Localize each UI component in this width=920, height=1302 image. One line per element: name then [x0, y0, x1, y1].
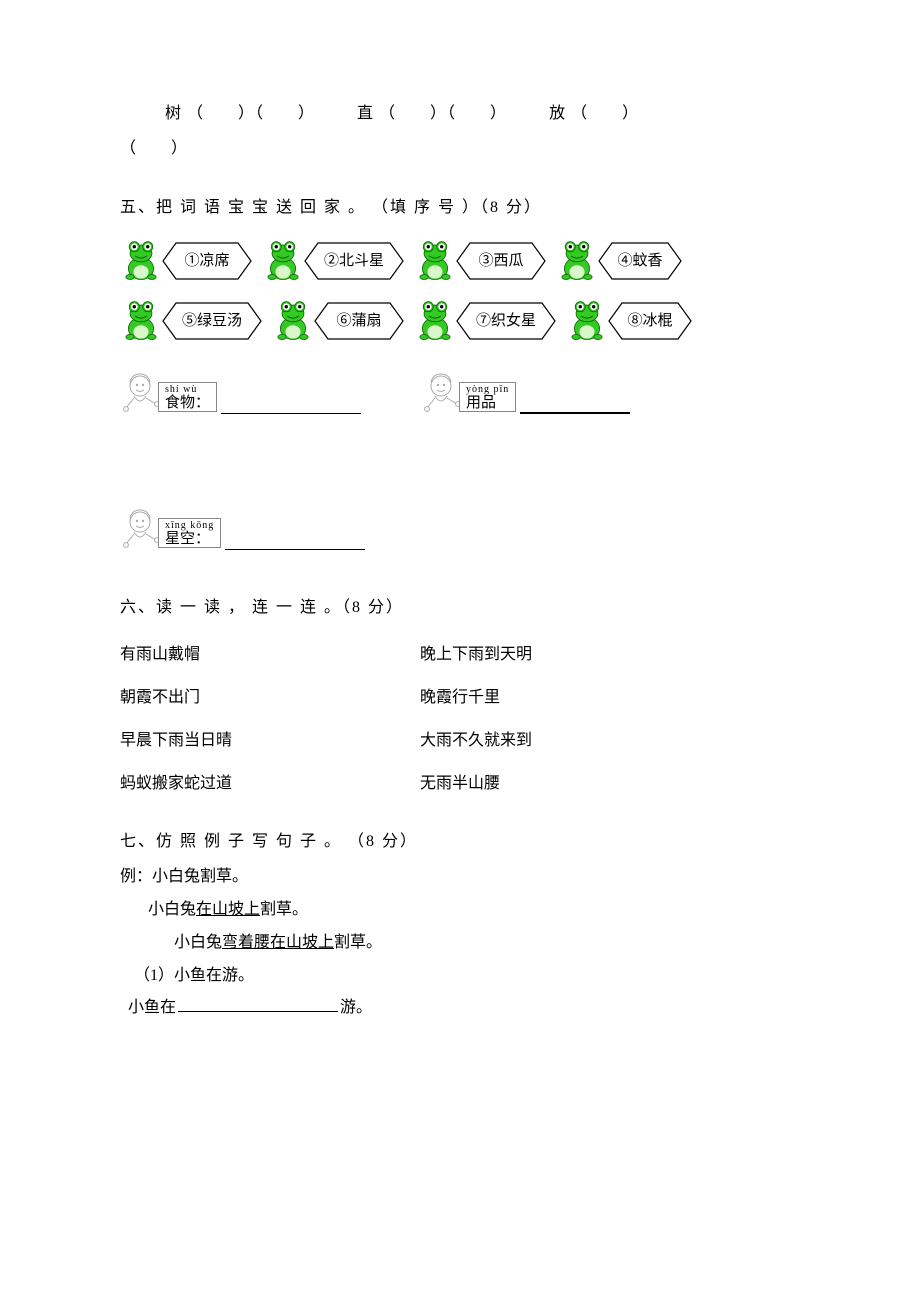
- category-answer-blank[interactable]: [520, 396, 630, 414]
- q6-match-row: 蚂蚁搬家蛇过道 无雨半山腰: [120, 770, 800, 799]
- q7-item-1: （1）小鱼在游。: [120, 962, 800, 991]
- cat-xingkong: xīng kōng 星空：: [120, 506, 365, 564]
- q6-right[interactable]: 大雨不久就来到: [420, 727, 532, 756]
- q5-frog-items: ①凉席 ②北斗星: [120, 240, 800, 342]
- q6-right[interactable]: 晚上下雨到天明: [420, 641, 532, 670]
- q6-match-row: 朝霞不出门 晚霞行千里: [120, 684, 800, 713]
- q7-ex1-text: 小白兔割草。: [152, 868, 248, 885]
- q4-paren[interactable]: （ ）: [571, 105, 639, 122]
- q7-ex2-post: 割草。: [260, 901, 308, 918]
- category-label: 星空：: [165, 531, 210, 547]
- q6-left[interactable]: 朝霞不出门: [120, 684, 420, 713]
- category-pinyin: xīng kōng: [165, 521, 214, 531]
- category-box: yòng pǐn 用品: [459, 382, 516, 413]
- frog-icon: [272, 300, 314, 342]
- q6-right[interactable]: 晚霞行千里: [420, 684, 500, 713]
- child-with-sign: yòng pǐn 用品: [421, 370, 516, 428]
- frog-word-item: ④蚊香: [556, 240, 682, 282]
- q4-char-3: 放: [549, 105, 566, 122]
- frog-icon: [262, 240, 304, 282]
- frog-icon: [414, 300, 456, 342]
- q7-item1-fill-post: 游。: [340, 999, 372, 1016]
- q6-left[interactable]: 蚂蚁搬家蛇过道: [120, 770, 420, 799]
- example-label: 例：: [120, 868, 152, 885]
- q7-ex3-pre: 小白兔: [174, 934, 222, 951]
- frog-word-item: ③西瓜: [414, 240, 546, 282]
- hex-text: ③西瓜: [474, 248, 527, 275]
- frog-row: ⑤绿豆汤 ⑥蒲扇: [120, 300, 800, 342]
- hex-label: ③西瓜: [456, 242, 546, 280]
- child-with-sign: xīng kōng 星空：: [120, 506, 221, 564]
- q5-title: 五、把 词 语 宝 宝 送 回 家 。 （填 序 号 ）（8 分）: [120, 194, 800, 223]
- category-box: shí wù 食物：: [158, 382, 217, 413]
- frog-word-item: ⑧冰棍: [566, 300, 692, 342]
- q4-paren[interactable]: （ ）（ ）: [379, 105, 507, 122]
- q7-example-3: 小白兔弯着腰在山坡上割草。: [120, 929, 800, 958]
- q4-fill-line-2: （ ）: [120, 135, 800, 164]
- q4-char-2: 直: [357, 105, 374, 122]
- hex-text: ④蚊香: [613, 248, 666, 275]
- frog-icon: [120, 240, 162, 282]
- cat-yongpin: yòng pǐn 用品: [421, 370, 630, 428]
- q7-item1-text: 小鱼在游。: [174, 967, 254, 984]
- q7-item1-blank[interactable]: [178, 996, 338, 1012]
- hex-label: ①凉席: [162, 242, 252, 280]
- q5-category-row-1: shí wù 食物： yòng pǐn 用品: [120, 370, 800, 428]
- q7-example-2: 小白兔在山坡上割草。: [120, 896, 800, 925]
- q7-item-1-fill: 小鱼在 游。: [120, 994, 800, 1023]
- category-answer-blank[interactable]: [225, 532, 365, 550]
- q7-ex3-post: 割草。: [334, 934, 382, 951]
- frog-row: ①凉席 ②北斗星: [120, 240, 800, 282]
- category-label: 用品: [466, 395, 496, 411]
- q6-match-row: 早晨下雨当日晴 大雨不久就来到: [120, 727, 800, 756]
- q7-title: 七、仿 照 例 子 写 句 子 。 （8 分）: [120, 828, 800, 857]
- q5-category-row-2: xīng kōng 星空：: [120, 506, 800, 564]
- hex-label: ⑧冰棍: [608, 302, 692, 340]
- hex-text: ⑥蒲扇: [332, 308, 385, 335]
- q7-ex2-pre: 小白兔: [148, 901, 196, 918]
- category-label: 食物：: [165, 395, 210, 411]
- q6-left[interactable]: 早晨下雨当日晴: [120, 727, 420, 756]
- q7-ex2-u: 在山坡上: [196, 901, 260, 918]
- q6-rows: 有雨山戴帽 晚上下雨到天明朝霞不出门 晚霞行千里早晨下雨当日晴 大雨不久就来到蚂…: [120, 641, 800, 798]
- hex-label: ⑦织女星: [456, 302, 556, 340]
- q7-item1-fill-pre: 小鱼在: [128, 999, 176, 1016]
- category-answer-blank[interactable]: [221, 396, 361, 414]
- q4-char-1: 树: [165, 105, 182, 122]
- q7-example-1: 例：小白兔割草。: [120, 863, 800, 892]
- q4-fill-line: 树 （ ）（ ） 直 （ ）（ ） 放 （ ）: [120, 100, 800, 129]
- frog-word-item: ①凉席: [120, 240, 252, 282]
- hex-text: ⑤绿豆汤: [178, 308, 246, 335]
- frog-word-item: ⑥蒲扇: [272, 300, 404, 342]
- hex-label: ⑤绿豆汤: [162, 302, 262, 340]
- q4-paren[interactable]: （ ）（ ）: [187, 105, 315, 122]
- frog-icon: [414, 240, 456, 282]
- q6-right[interactable]: 无雨半山腰: [420, 770, 500, 799]
- category-pinyin: yòng pǐn: [466, 385, 509, 395]
- hex-text: ⑦织女星: [472, 308, 540, 335]
- q6-match-row: 有雨山戴帽 晚上下雨到天明: [120, 641, 800, 670]
- frog-word-item: ⑦织女星: [414, 300, 556, 342]
- q7-item1-num: （1）: [134, 967, 174, 984]
- category-box: xīng kōng 星空：: [158, 518, 221, 549]
- frog-icon: [566, 300, 608, 342]
- child-with-sign: shí wù 食物：: [120, 370, 217, 428]
- q6-title: 六、读 一 读 ， 连 一 连 。（8 分）: [120, 594, 800, 623]
- frog-icon: [556, 240, 598, 282]
- frog-word-item: ②北斗星: [262, 240, 404, 282]
- frog-icon: [120, 300, 162, 342]
- hex-text: ①凉席: [180, 248, 233, 275]
- q7-ex3-u: 弯着腰在山坡上: [222, 934, 334, 951]
- hex-text: ⑧冰棍: [623, 308, 676, 335]
- hex-label: ④蚊香: [598, 242, 682, 280]
- hex-label: ⑥蒲扇: [314, 302, 404, 340]
- cat-food: shí wù 食物：: [120, 370, 361, 428]
- hex-label: ②北斗星: [304, 242, 404, 280]
- q6-left[interactable]: 有雨山戴帽: [120, 641, 420, 670]
- hex-text: ②北斗星: [320, 248, 388, 275]
- category-pinyin: shí wù: [165, 385, 210, 395]
- q4-paren[interactable]: （ ）: [120, 140, 188, 157]
- frog-word-item: ⑤绿豆汤: [120, 300, 262, 342]
